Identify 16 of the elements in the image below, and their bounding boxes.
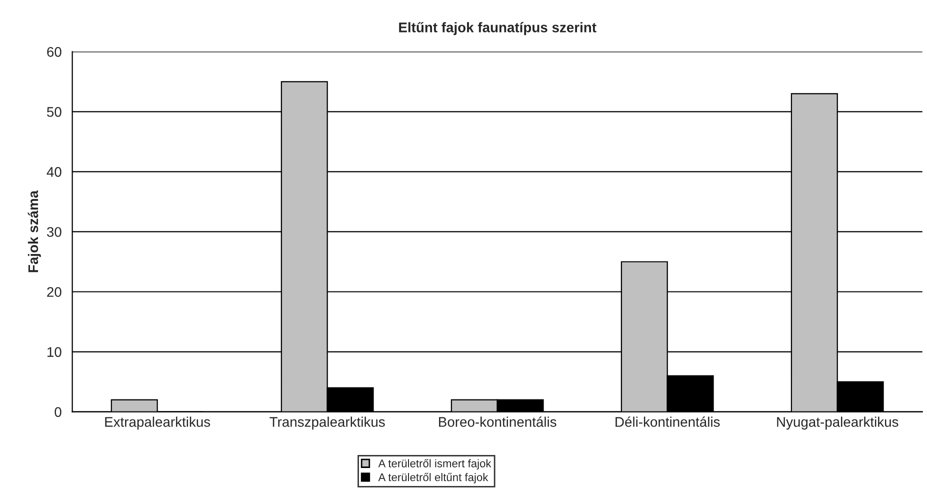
y-tick-label: 40 [46,167,62,177]
y-tick-label: 30 [46,227,62,237]
x-tick-label: Déli-kontinentális [616,416,720,427]
x-tick-label: Extrapalearktikus [105,416,210,430]
x-tick-label: Transzpalearktikus [270,416,385,430]
chart-title: Eltűnt fajok faunatípus szerint [399,22,596,36]
x-tick-label: Boreo-kontinentális [439,416,556,427]
y-axis-title: Fajok száma [28,190,41,272]
y-tick-label: 10 [48,347,62,357]
x-tick-label: Nyugat-palearktikus [777,416,898,430]
y-tick-label: 0 [54,407,62,417]
legend-label: A területről ismert fajok [378,459,492,470]
y-tick-label: 20 [47,287,62,297]
y-tick-label: 60 [47,46,62,57]
legend-label: A területről eltűnt fajok [378,472,488,484]
y-tick-label: 50 [47,107,62,117]
